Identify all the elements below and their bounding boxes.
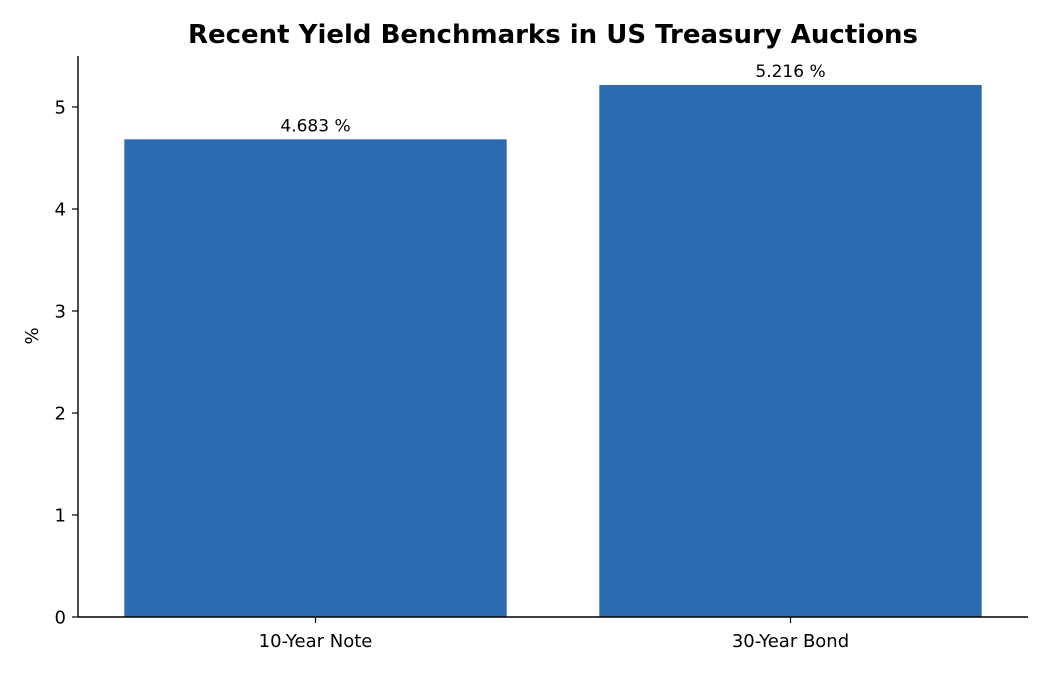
bar xyxy=(124,139,507,617)
y-tick-label: 3 xyxy=(55,302,66,323)
y-tick-label: 4 xyxy=(55,200,66,221)
chart-title: Recent Yield Benchmarks in US Treasury A… xyxy=(188,20,918,50)
data-label: 5.216 % xyxy=(755,62,825,82)
x-tick-label: 30-Year Bond xyxy=(732,631,849,652)
y-tick-label: 1 xyxy=(55,506,66,527)
y-tick-label: 2 xyxy=(55,404,66,425)
y-tick-label: 0 xyxy=(55,608,66,629)
data-label: 4.683 % xyxy=(280,116,350,136)
bar xyxy=(599,84,982,618)
y-tick-label: 5 xyxy=(55,98,66,119)
plot-area: 4.683 % 5.216 % 0 1 2 3 4 5 10-Year Note 30-Year … xyxy=(55,56,1028,652)
x-tick-label: 10-Year Note xyxy=(259,631,373,652)
y-axis-label: % xyxy=(22,327,43,344)
